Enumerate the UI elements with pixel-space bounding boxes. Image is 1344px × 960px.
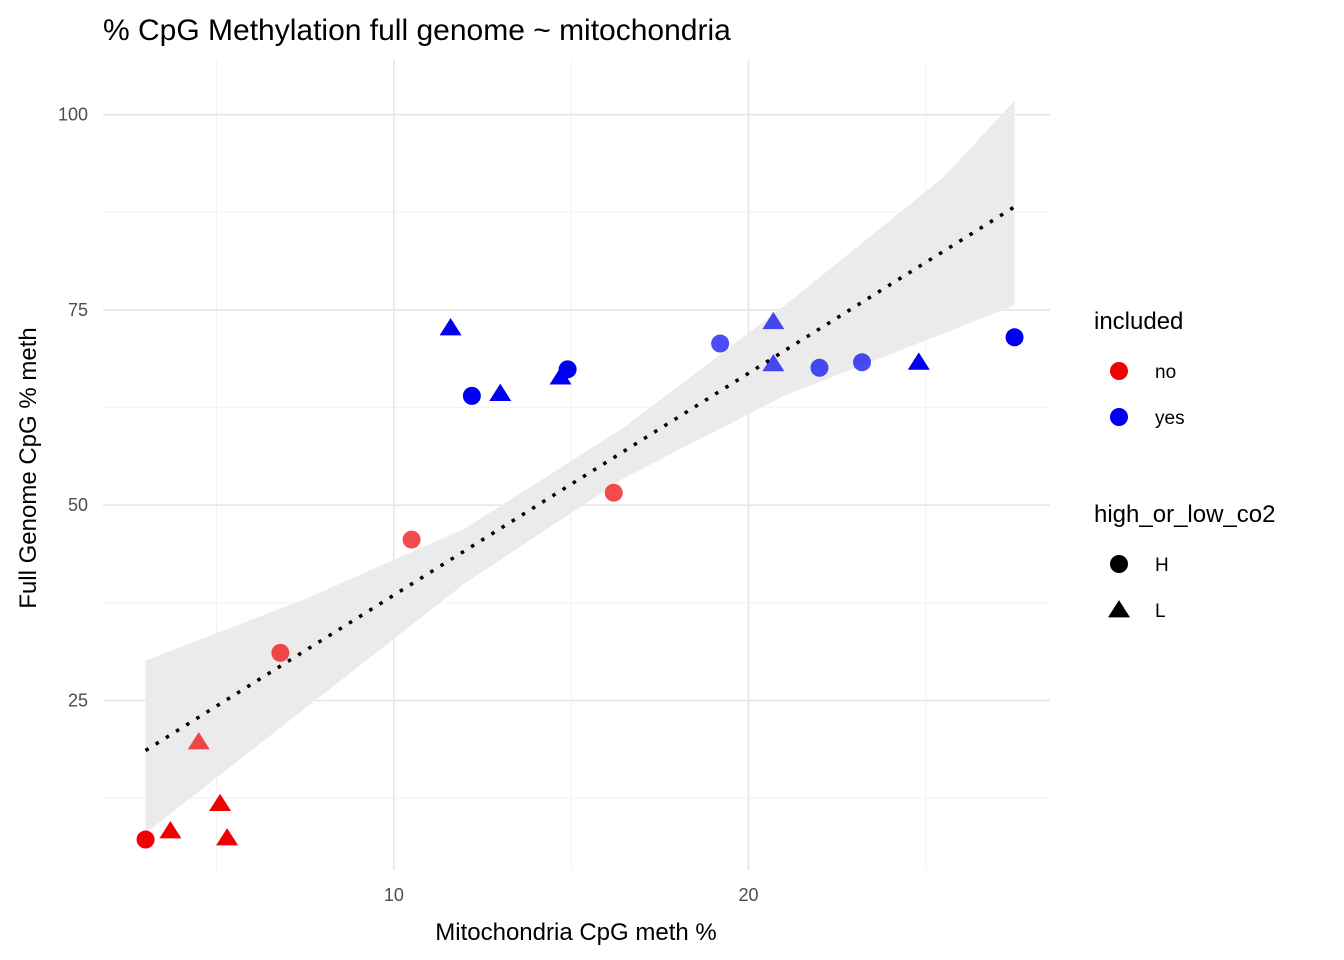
data-point-circle — [558, 360, 577, 379]
data-point-circle — [462, 386, 481, 405]
data-point-triangle — [209, 793, 232, 812]
data-point-triangle — [762, 353, 785, 372]
data-points — [136, 311, 1024, 849]
legend-key-H — [1110, 555, 1128, 573]
legend-shape-items: HL — [1108, 555, 1169, 622]
trend-line — [144, 205, 1016, 752]
data-point-triangle — [216, 828, 239, 846]
data-point-triangle — [159, 821, 182, 839]
data-point-circle — [810, 358, 829, 377]
x-tick-label: 10 — [384, 885, 404, 905]
data-point-circle — [853, 353, 872, 372]
x-tick-label: 20 — [739, 885, 759, 905]
legend-label-H: H — [1155, 555, 1169, 576]
data-point-triangle — [762, 311, 785, 330]
x-axis-ticks: 10 20 — [384, 885, 759, 905]
data-point-triangle — [907, 352, 930, 370]
data-point-triangle — [439, 318, 462, 336]
data-point-triangle — [489, 383, 512, 401]
data-point-circle — [271, 643, 290, 662]
data-point-circle — [402, 530, 421, 549]
data-point-triangle — [549, 367, 572, 385]
y-axis-title: Full Genome CpG % meth — [15, 327, 42, 608]
legend-key-yes — [1110, 408, 1128, 426]
legend-label-yes: yes — [1155, 408, 1185, 429]
data-point-circle — [604, 483, 623, 502]
y-tick-label: 100 — [58, 105, 88, 125]
y-tick-label: 25 — [68, 691, 88, 711]
data-point-triangle — [187, 731, 210, 750]
chart-title: % CpG Methylation full genome ~ mitochon… — [103, 14, 731, 47]
legend-label-no: no — [1155, 362, 1176, 383]
legend-color-items: no yes — [1110, 362, 1185, 429]
legend-key-L — [1108, 600, 1130, 618]
plot-area — [103, 60, 1050, 870]
y-axis-ticks: 25 50 75 100 — [58, 105, 88, 711]
x-axis-title: Mitochondria CpG meth % — [435, 919, 716, 946]
legend-label-L: L — [1155, 601, 1166, 622]
confidence-band-area — [145, 100, 1015, 834]
data-point-circle — [136, 830, 155, 849]
data-point-circle — [1005, 328, 1024, 347]
y-tick-label: 50 — [68, 495, 88, 515]
y-tick-label: 75 — [68, 300, 88, 320]
legend-title-included: included — [1094, 308, 1183, 335]
data-point-circle — [711, 334, 730, 353]
legend-key-no — [1110, 362, 1128, 380]
confidence-band — [145, 100, 1015, 834]
regression-line — [144, 205, 1016, 752]
legend-title-co2: high_or_low_co2 — [1094, 501, 1275, 528]
